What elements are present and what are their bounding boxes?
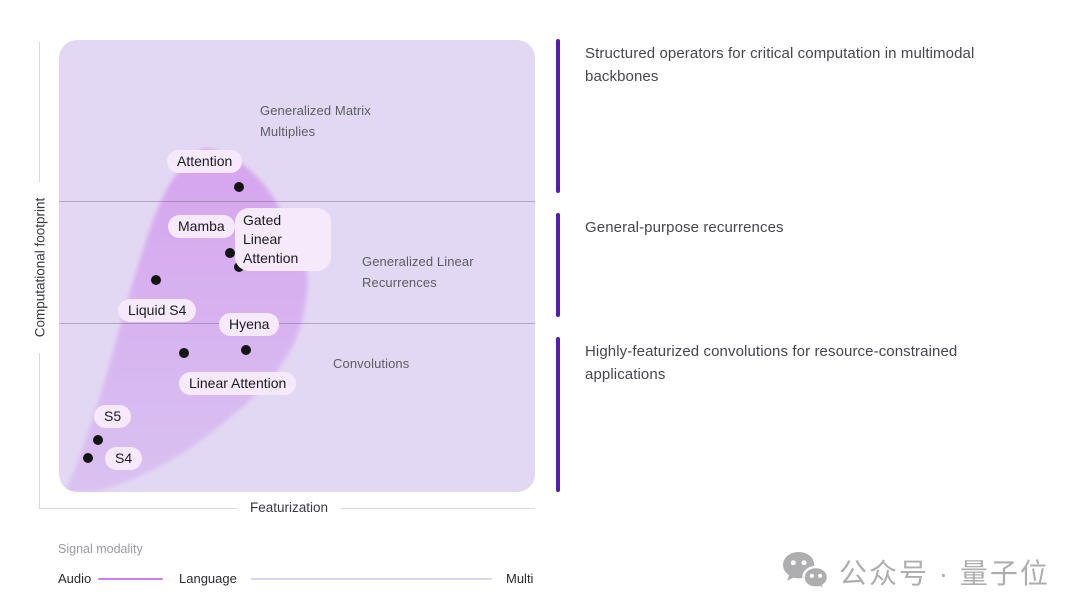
- annotation-accent-bar: [556, 337, 560, 492]
- x-axis-label: Featurization: [249, 500, 329, 515]
- annotation-line: General-purpose recurrences: [585, 219, 784, 236]
- annotation-text: Structured operators for critical comput…: [585, 42, 1025, 88]
- point-label-mamba: Mamba: [168, 215, 235, 238]
- region-label-line: Generalized Matrix: [260, 103, 371, 118]
- x-axis-line: [39, 508, 237, 509]
- annotation-text: Highly-featurized convolutions for resou…: [585, 340, 1025, 386]
- annotation-accent-bar: [556, 39, 560, 193]
- point-label-attention: Attention: [167, 150, 243, 173]
- legend-line-language-multi: [251, 578, 492, 580]
- wechat-icon: [783, 551, 829, 592]
- watermark: 公众号 · 量子位: [782, 551, 1050, 592]
- region-label-line: Recurrences: [362, 275, 437, 290]
- point-label-gated-linear-attention: Gated Linear Attention: [235, 208, 331, 271]
- y-axis-label: Computational footprint: [32, 197, 48, 338]
- region-label-line: Multiplies: [260, 124, 316, 139]
- annotation-accent-bar: [556, 213, 560, 317]
- data-point-hyena: [241, 345, 251, 355]
- band-divider-top: [59, 201, 535, 202]
- legend-stop-multi: Multi: [506, 571, 534, 586]
- region-label-generalized-matrix-multiplies: Generalized Matrix Multiplies: [260, 100, 371, 142]
- region-label-convolutions: Convolutions: [333, 353, 409, 374]
- data-point-liquid-s4: [151, 275, 161, 285]
- plot-points: Attention Mamba Gated Linear Attention Liqu…: [59, 40, 535, 492]
- y-axis-line: [39, 42, 40, 182]
- point-label-liquid-s4: Liquid S4: [118, 299, 197, 322]
- legend-stop-audio: Audio: [58, 571, 92, 586]
- watermark-text: 公众号 · 量子位: [839, 557, 1050, 589]
- y-axis-line: [39, 353, 40, 508]
- legend-stop-language: Language: [179, 571, 237, 586]
- data-point-mamba: [225, 248, 235, 258]
- region-label-line: Generalized Linear: [362, 254, 474, 269]
- legend-line-audio-language: [98, 578, 163, 580]
- region-label-line: Convolutions: [333, 356, 410, 371]
- legend-title: Signal modality: [58, 542, 143, 556]
- plot-panel: Generalized Matrix Multiplies Generalize…: [59, 40, 535, 492]
- annotation-line: backbones: [585, 68, 659, 85]
- data-point-s4: [83, 453, 93, 463]
- data-point-s5: [93, 435, 103, 445]
- band-divider-bottom: [59, 323, 535, 324]
- annotation-line: Highly-featurized convolutions for resou…: [585, 343, 958, 360]
- data-point-attention: [234, 182, 244, 192]
- annotation-line: applications: [585, 366, 666, 383]
- x-axis-line: [341, 508, 535, 509]
- annotation-text: General-purpose recurrences: [585, 216, 1025, 239]
- point-label-s5: S5: [94, 405, 132, 428]
- annotation-line: Structured operators for critical comput…: [585, 45, 975, 62]
- region-label-generalized-linear-recurrences: Generalized Linear Recurrences: [362, 251, 474, 293]
- point-label-linear-attention: Linear Attention: [179, 372, 297, 395]
- point-label-hyena: Hyena: [219, 313, 280, 336]
- data-point-linear-attention: [179, 348, 189, 358]
- point-label-s4: S4: [105, 447, 143, 470]
